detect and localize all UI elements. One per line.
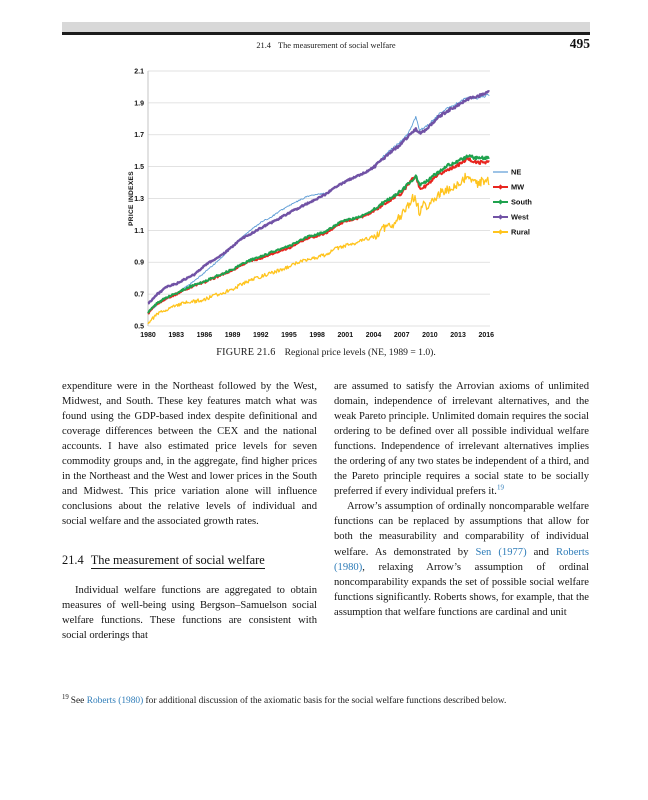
x-tick-label: 1983 (168, 332, 184, 339)
y-tick-label: 1.5 (134, 164, 144, 171)
y-tick-label: 0.9 (134, 260, 144, 267)
legend-marker-south (498, 199, 503, 205)
header-rule-bar (62, 22, 590, 35)
x-tick-label: 2004 (366, 332, 382, 339)
citation-link[interactable]: Roberts (1980) (334, 546, 589, 573)
series-line-west (147, 90, 490, 305)
legend-label-west: West (511, 213, 529, 222)
legend-marker-west (498, 214, 503, 220)
running-head-section-number: 21.4 (256, 41, 271, 50)
y-tick-label: 1.9 (134, 100, 144, 107)
citation-link[interactable]: Sen (1977) (475, 546, 527, 558)
text-run: See (70, 696, 87, 706)
legend-label-mw: MW (511, 183, 524, 192)
section-heading: 21.4 The measurement of social welfare (62, 553, 317, 570)
y-tick-label: 1.1 (134, 228, 144, 235)
figure-21-6: 0.5 0.7 0.9 1.1 1.3 1.5 1.7 1.9 2.1 1980 1983 1986 1… (125, 60, 590, 344)
y-axis-title: PRICE INDEXES (128, 171, 135, 226)
body-columns: expenditure were in the Northeast follow… (62, 379, 590, 643)
figure-caption-label: FIGURE 21.6 (216, 347, 276, 358)
y-tick-label: 1.7 (134, 132, 144, 139)
legend-label-ne: NE (511, 168, 521, 177)
x-tick-label: 1989 (225, 332, 241, 339)
text-run: are assumed to satisfy the Arrovian axio… (334, 381, 589, 498)
x-tick-label: 2013 (450, 332, 466, 339)
x-tick-label: 1980 (140, 332, 156, 339)
x-tick-label: 1986 (197, 332, 213, 339)
x-tick-label: 2010 (422, 332, 438, 339)
regional-price-levels-chart: 0.5 0.7 0.9 1.1 1.3 1.5 1.7 1.9 2.1 1980 1983 1986 1… (128, 68, 532, 339)
figure-caption-text: Regional price levels (NE, 1989 = 1.0). (284, 347, 436, 358)
y-tick-label: 0.5 (134, 323, 144, 330)
section-heading-title: The measurement of social welfare (90, 553, 265, 570)
legend-label-rural: Rural (511, 228, 530, 237)
citation-link[interactable]: Roberts (1980) (86, 696, 144, 706)
paragraph: expenditure were in the Northeast follow… (62, 379, 317, 529)
x-tick-label: 1995 (281, 332, 297, 339)
body-column-right: are assumed to satisfy the Arrovian axio… (334, 379, 589, 643)
text-run: and (526, 546, 557, 558)
y-tick-label: 0.7 (134, 292, 144, 299)
series-line-rural (147, 172, 490, 325)
legend-marker-rural (498, 229, 503, 235)
x-tick-label: 2007 (394, 332, 410, 339)
footnote: 19 See Roberts (1980) for additional disc… (62, 693, 592, 708)
running-head: 21.4 The measurement of social welfare (62, 41, 590, 50)
x-tick-label: 2001 (338, 332, 354, 339)
page-number: 495 (569, 36, 590, 51)
figure-caption: FIGURE 21.6 Regional price levels (NE, 19… (62, 347, 590, 358)
series-line-ne (147, 94, 490, 315)
y-tick-label: 1.3 (134, 196, 144, 203)
legend-label-south: South (511, 198, 532, 207)
paragraph: are assumed to satisfy the Arrovian axio… (334, 379, 589, 499)
text-run: for additional discussion of the axiomat… (143, 696, 507, 706)
running-head-section-title: The measurement of social welfare (277, 41, 396, 50)
paragraph: Arrow’s assumption of ordinally noncompa… (334, 499, 589, 619)
text-run: Individual welfare functions are aggrega… (62, 584, 317, 641)
x-tick-label: 1992 (253, 332, 269, 339)
text-run: expenditure were in the Northeast follow… (62, 381, 317, 528)
text-run: Arrow’s assumption of ordinally noncompa… (334, 501, 589, 558)
paragraph: Individual welfare functions are aggrega… (62, 583, 317, 643)
footnote-marker: 19 (62, 693, 69, 701)
y-tick-label: 2.1 (134, 68, 144, 75)
legend-marker-mw (498, 184, 503, 190)
x-tick-label: 1998 (309, 332, 325, 339)
series-line-south (147, 154, 490, 314)
text-run: , relaxing Arrow’s assumption of ordinal… (334, 561, 589, 618)
section-heading-number: 21.4 (62, 553, 84, 568)
footnote-ref-link[interactable]: 19 (496, 483, 504, 492)
body-column-left: expenditure were in the Northeast follow… (62, 379, 317, 643)
x-tick-label: 2016 (478, 332, 494, 339)
